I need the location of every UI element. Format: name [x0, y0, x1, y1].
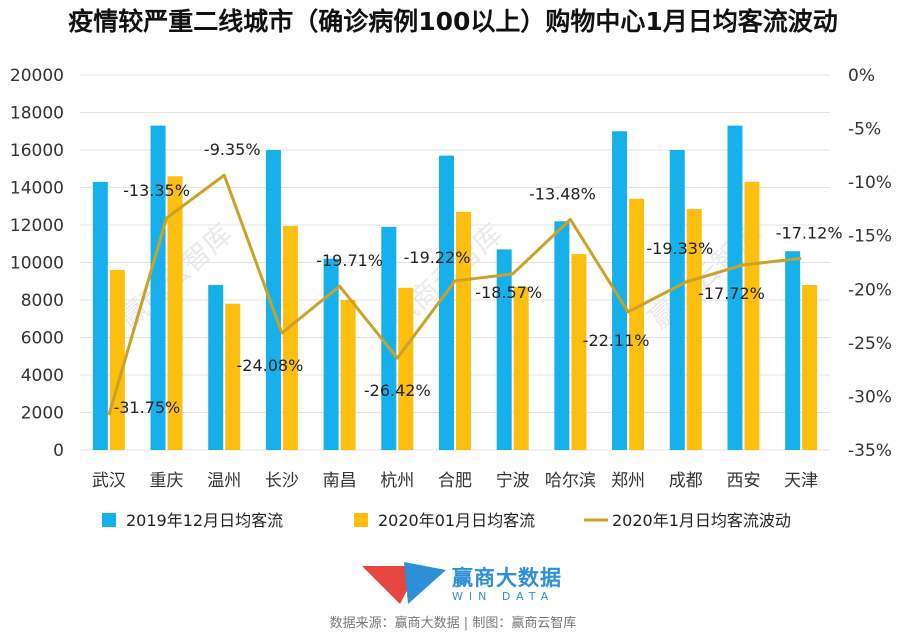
gridlines	[80, 74, 830, 451]
data-label-11: -17.72%	[698, 284, 765, 303]
x-tick-label: 南昌	[323, 471, 357, 491]
x-tick-label: 温州	[207, 471, 241, 491]
x-tick-label: 长沙	[265, 471, 299, 491]
x-tick-label: 合肥	[438, 471, 472, 491]
bar-dec2019-12	[785, 251, 801, 450]
y-right-tick-label: -5%	[848, 120, 881, 140]
y-left-tick-label: 14000	[10, 179, 64, 199]
x-tick-label: 天津	[784, 471, 818, 491]
y-left-tick-label: 16000	[10, 141, 64, 161]
y-left-tick-label: 8000	[21, 291, 64, 311]
legend-bar-swatch-0	[102, 513, 116, 527]
y-right-tick-label: -10%	[848, 173, 892, 193]
bar-jan2020-1	[167, 176, 183, 450]
data-label-2: -9.35%	[204, 140, 261, 159]
bar-jan2020-12	[802, 285, 818, 450]
logo-name: 赢商大数据	[452, 566, 562, 590]
data-label-12: -17.12%	[776, 223, 843, 242]
source-note: 数据来源：赢商大数据 | 制图：赢商云智库	[329, 616, 577, 631]
data-label-3: -24.08%	[237, 356, 304, 375]
data-label-10: -19.33%	[646, 239, 713, 258]
y-left-tick-label: 4000	[21, 366, 64, 386]
logo-subtitle: WIN DATA	[452, 590, 555, 603]
bar-jan2020-9	[629, 198, 645, 450]
x-tick-label: 西安	[726, 471, 760, 491]
bar-dec2019-11	[727, 125, 743, 450]
bar-dec2019-1	[150, 125, 166, 450]
bar-jan2020-4	[340, 300, 356, 450]
bar-jan2020-3	[282, 225, 298, 450]
bar-jan2020-0	[109, 270, 125, 450]
bar-dec2019-8	[554, 221, 570, 450]
y-right-tick-label: -35%	[848, 441, 892, 461]
bar-jan2020-2	[225, 303, 241, 450]
chart-title: 疫情较严重二线城市（确诊病例100以上）购物中心1月日均客流波动	[68, 7, 838, 36]
data-label-0: -31.75%	[113, 398, 180, 417]
data-label-5: -26.42%	[364, 381, 431, 400]
x-tick-label: 武汉	[92, 471, 126, 491]
y-left-tick-label: 18000	[10, 104, 64, 124]
bar-jan2020-10	[686, 209, 702, 450]
x-tick-label: 哈尔滨	[545, 471, 596, 491]
y-left-tick-label: 2000	[21, 404, 64, 424]
bar-dec2019-10	[669, 150, 685, 450]
data-label-7: -18.57%	[475, 283, 542, 302]
bar-dec2019-0	[92, 181, 108, 450]
legend-label-2: 2020年1月日均客流波动	[612, 511, 791, 530]
y-left-tick-label: 10000	[10, 254, 64, 274]
line-series: -31.75% -13.35% -9.35% -24.08% -19.71% -26.42…	[107, 140, 843, 417]
x-axis: 武汉 重庆 温州 长沙 南昌 杭州 合肥 宁波 哈尔滨 郑州 成都 西安 天津	[92, 471, 818, 491]
y-left-tick-label: 12000	[10, 216, 64, 236]
bar-dec2019-2	[208, 285, 224, 450]
x-tick-label: 成都	[669, 471, 703, 491]
x-tick-label: 杭州	[380, 471, 414, 491]
y-right-tick-label: -20%	[848, 280, 892, 300]
legend: 2019年12月日均客流 2020年01月日均客流 2020年1月日均客流波动	[102, 511, 791, 530]
fluctuation-line	[107, 173, 802, 416]
legend-bar-swatch-1	[354, 513, 368, 527]
data-label-4: -19.71%	[316, 251, 383, 270]
data-label-1: -13.35%	[123, 181, 190, 200]
bar-series	[92, 125, 818, 450]
y-right-tick-label: -25%	[848, 334, 892, 354]
y-axis-right: 0% -5% -10% -15% -20% -25% -30% -35%	[848, 66, 892, 461]
y-right-tick-label: -30%	[848, 387, 892, 407]
data-label-9: -22.11%	[583, 331, 650, 350]
x-tick-label: 郑州	[611, 471, 645, 491]
bar-jan2020-5	[398, 287, 414, 450]
logo-blue-shape	[404, 562, 446, 604]
y-left-tick-label: 20000	[10, 66, 64, 86]
bar-dec2019-9	[612, 131, 628, 450]
bar-dec2019-4	[323, 258, 339, 450]
x-tick-label: 重庆	[150, 471, 184, 491]
bar-jan2020-8	[571, 254, 587, 450]
x-tick-label: 宁波	[496, 471, 530, 491]
logo-mark	[362, 562, 446, 604]
bar-jan2020-6	[456, 211, 471, 450]
legend-label-1: 2020年01月日均客流	[378, 511, 535, 530]
bar-jan2020-7	[513, 286, 529, 450]
bar-dec2019-7	[496, 249, 512, 450]
bar-dec2019-3	[265, 150, 281, 450]
y-right-tick-label: 0%	[848, 66, 875, 86]
bar-dec2019-5	[381, 226, 397, 450]
y-right-tick-label: -15%	[848, 227, 892, 247]
bar-jan2020-11	[744, 181, 760, 450]
y-left-tick-label: 0	[53, 441, 64, 461]
y-axis-left: 2000018000160001400012000100008000600040…	[10, 66, 64, 461]
data-label-8: -13.48%	[529, 184, 596, 203]
y-left-tick-label: 6000	[21, 329, 64, 349]
bar-dec2019-6	[439, 155, 454, 450]
legend-label-0: 2019年12月日均客流	[126, 511, 283, 530]
data-label-6: -19.22%	[404, 248, 471, 267]
